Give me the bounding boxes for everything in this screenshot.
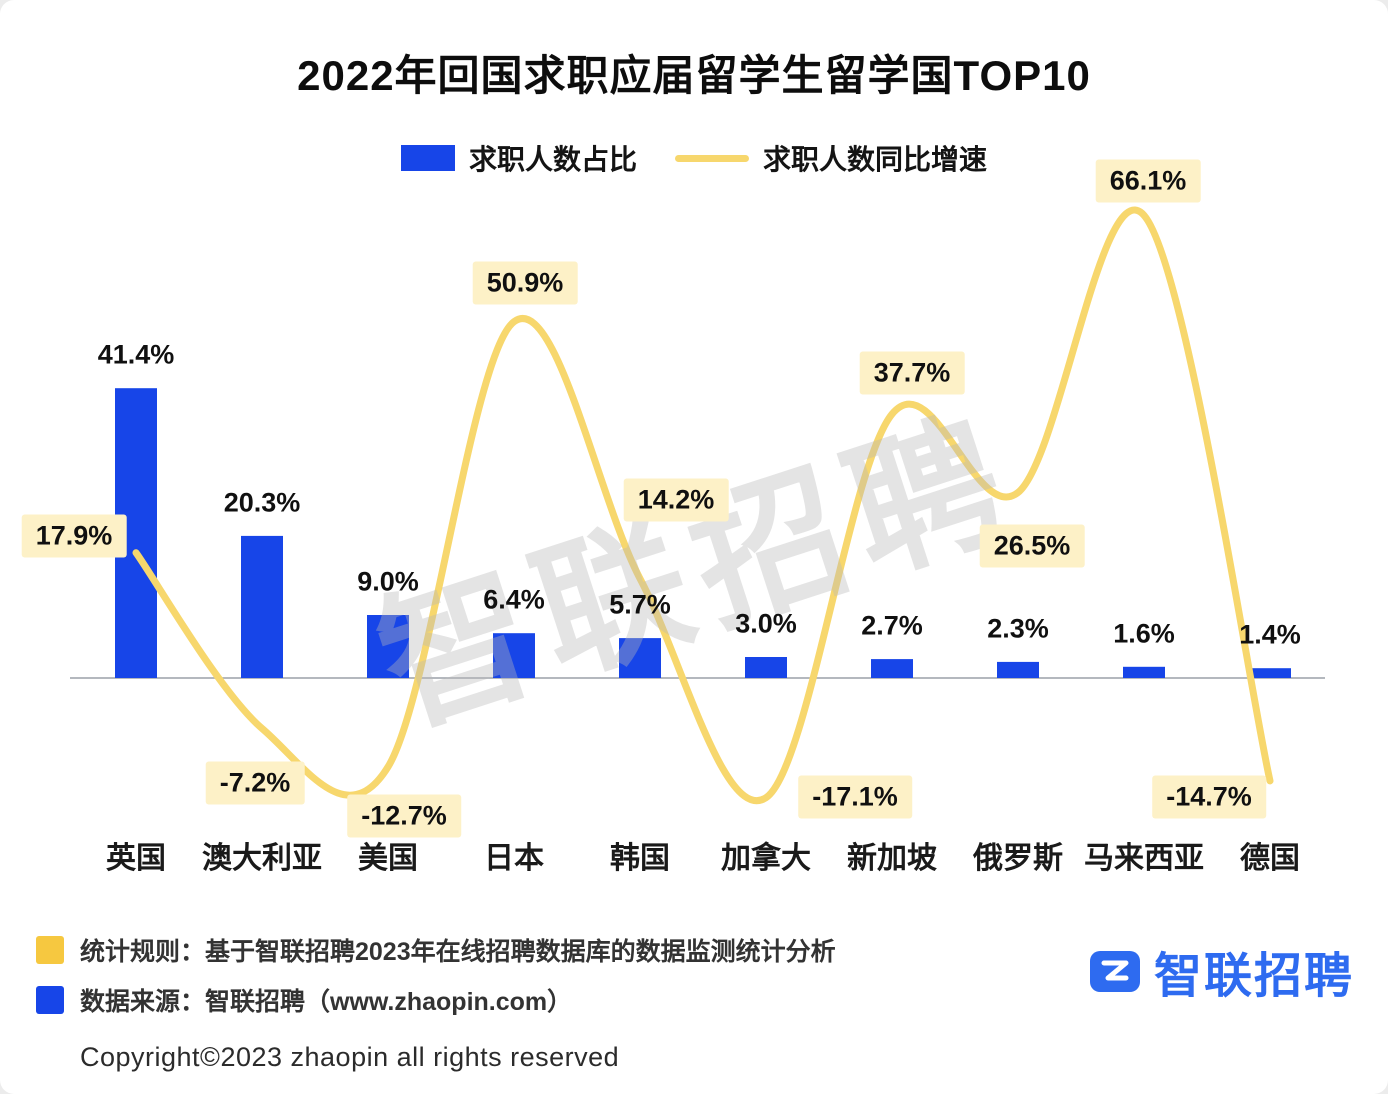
category-label-新加坡: 新加坡 — [847, 842, 937, 875]
bar-value-label: 9.0% — [357, 566, 419, 597]
bar-legend-label: 求职人数占比 — [468, 144, 637, 175]
category-label-马来西亚: 马来西亚 — [1084, 842, 1204, 875]
line-value-label: -17.1% — [798, 775, 912, 819]
chart-canvas — [70, 206, 1325, 805]
bar-value-label: 2.7% — [861, 610, 923, 641]
bar-value-label: 5.7% — [609, 589, 671, 620]
source-text: 数据来源：智联招聘（www.zhaopin.com） — [80, 988, 573, 1016]
bar-legend-swatch — [400, 145, 455, 171]
bar-俄罗斯 — [997, 661, 1039, 678]
line-legend-swatch — [675, 154, 749, 162]
yellow-square-icon — [36, 936, 64, 964]
bar-韩国 — [619, 638, 661, 678]
bar-加拿大 — [745, 657, 787, 678]
bar-美国 — [367, 615, 409, 678]
chart-labels-layer: 41.4% 20.3% 9.0% 6.4% 5.7% 3.0% 2.7% 2.3% 1.6% 1.… — [0, 130, 1388, 890]
bar-新加坡 — [871, 659, 913, 678]
category-label-澳大利亚: 澳大利亚 — [202, 842, 322, 875]
category-label-英国: 英国 — [106, 842, 166, 875]
bar-value-label: 1.6% — [1113, 618, 1175, 649]
line-value-label: 17.9% — [21, 514, 127, 558]
line-value-label: 14.2% — [623, 478, 729, 522]
category-label-加拿大: 加拿大 — [721, 842, 811, 875]
category-label-俄罗斯: 俄罗斯 — [973, 842, 1063, 875]
line-value-label: 26.5% — [979, 524, 1085, 567]
legend-item-line: 求职人数同比增速 — [675, 138, 987, 178]
legend: 求职人数占比 求职人数同比增速 — [0, 138, 1388, 178]
zhaopin-logo-icon — [1089, 951, 1140, 992]
line-value-label: -14.7% — [1152, 775, 1266, 819]
footer-source-row: 数据来源：智联招聘（www.zhaopin.com） — [36, 982, 572, 1018]
bar-value-label: 41.4% — [97, 339, 175, 370]
line-value-label: 66.1% — [1095, 159, 1201, 203]
bar-value-label: 3.0% — [735, 608, 797, 639]
line-value-label: -7.2% — [205, 761, 305, 805]
category-label-日本: 日本 — [484, 842, 544, 875]
line-value-label: 37.7% — [859, 351, 965, 395]
blue-square-icon — [36, 986, 64, 1014]
line-value-label: -12.7% — [347, 794, 461, 838]
legend-item-bar: 求职人数占比 — [400, 138, 637, 178]
zhaopin-logo-text: 智联招聘 — [1153, 950, 1354, 1003]
bar-value-label: 6.4% — [483, 584, 545, 615]
category-label-德国: 德国 — [1240, 842, 1300, 875]
footer-rule-row: 统计规则：基于智联招聘2023年在线招聘数据库的数据监测统计分析 — [36, 932, 836, 968]
bar-德国 — [1249, 668, 1291, 678]
bar-value-label: 1.4% — [1239, 619, 1301, 650]
category-label-韩国: 韩国 — [610, 842, 670, 875]
rule-text: 统计规则：基于智联招聘2023年在线招聘数据库的数据监测统计分析 — [80, 938, 836, 966]
bar-澳大利亚 — [241, 535, 283, 678]
chart-area: 智联招聘 41.4% 20.3% 9.0% 6.4% 5.7% 3.0% 2.7% 2.3% 1… — [0, 130, 1388, 890]
category-label-美国: 美国 — [358, 842, 418, 875]
bar-value-label: 20.3% — [223, 487, 301, 518]
bar-value-label: 2.3% — [987, 613, 1049, 644]
copyright-text: Copyright©2023 zhaopin all rights reserv… — [80, 1042, 620, 1072]
growth-line — [132, 206, 1274, 805]
bar-马来西亚 — [1123, 666, 1165, 678]
bar-日本 — [493, 633, 535, 678]
line-value-label: 50.9% — [472, 261, 578, 305]
line-legend-label: 求职人数同比增速 — [763, 144, 988, 175]
chart-title: 2022年回国求职应届留学生留学国TOP10 — [297, 52, 1091, 99]
zhaopin-logo: 智联招聘 — [1088, 936, 1354, 1006]
